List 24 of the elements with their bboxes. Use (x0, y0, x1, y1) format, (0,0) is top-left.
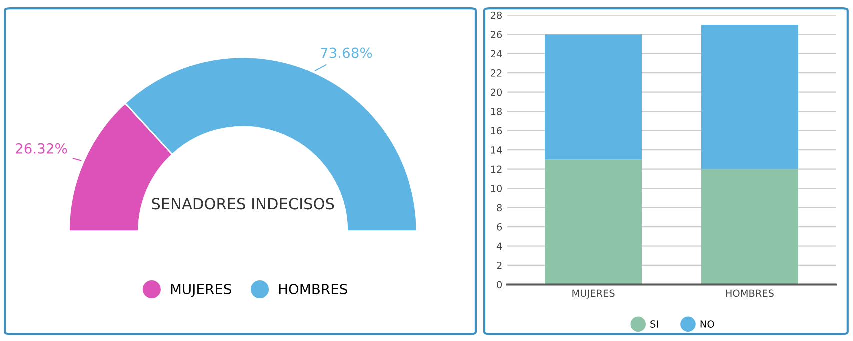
y-tick-label: 2 (497, 262, 502, 270)
y-tick-label: 12 (491, 166, 502, 173)
bar (545, 34, 642, 160)
bar (545, 160, 642, 285)
data-label: 26.32% (16, 143, 68, 154)
y-tick-label: 24 (491, 50, 502, 58)
y-tick-label: 4 (496, 242, 502, 250)
y-tick-label: 28 (491, 12, 502, 20)
y-tick-label: 8 (497, 204, 502, 212)
bar (701, 169, 798, 285)
y-tick-label: 16 (491, 127, 502, 135)
legend-label: SI (650, 320, 658, 328)
y-tick-label: 6 (497, 223, 502, 231)
y-tick-label: 10 (491, 185, 502, 192)
y-tick-label: 26 (491, 31, 502, 38)
y-tick-label: 20 (491, 88, 502, 96)
legend-label: NO (700, 320, 714, 328)
y-tick-label: 14 (491, 146, 502, 154)
y-tick-label: 22 (491, 70, 502, 77)
data-label: 73.68% (321, 48, 372, 58)
y-tick-label: 0 (497, 281, 502, 289)
y-tick-label: 18 (491, 108, 502, 116)
bar (701, 24, 798, 170)
text: SENADORES INDECISOS (152, 198, 334, 210)
